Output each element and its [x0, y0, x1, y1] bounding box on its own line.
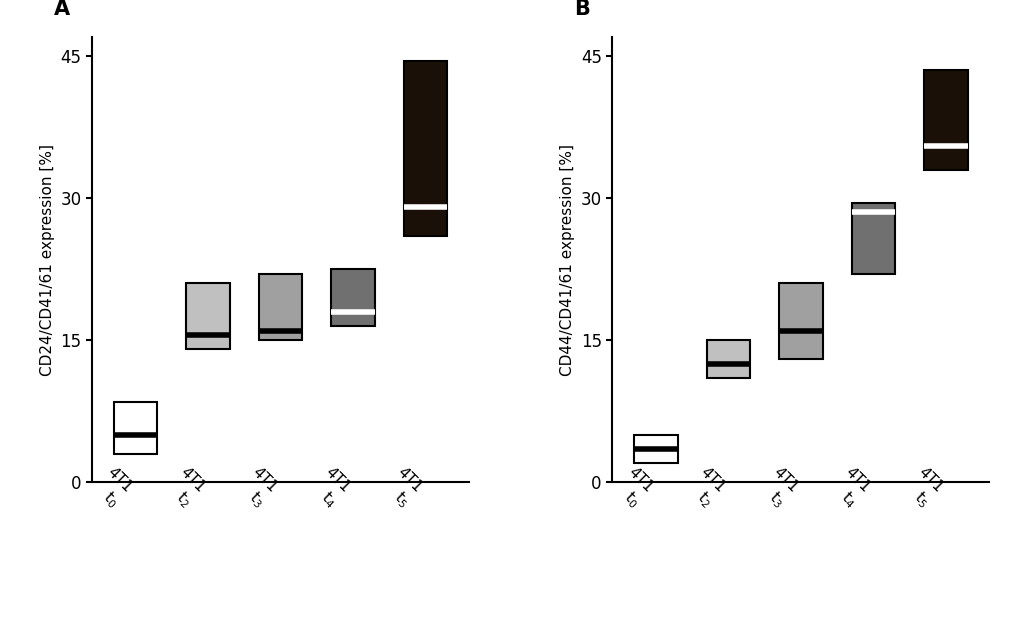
Bar [851, 203, 895, 274]
Bar [331, 269, 374, 326]
Bar [923, 70, 967, 169]
Text: B: B [574, 0, 590, 19]
Y-axis label: CD44/CD41/61 expression [%]: CD44/CD41/61 expression [%] [559, 143, 575, 376]
Bar [404, 61, 446, 236]
Bar [779, 283, 821, 359]
Bar [113, 402, 157, 454]
Text: A: A [54, 0, 70, 19]
Y-axis label: CD24/CD41/61 expression [%]: CD24/CD41/61 expression [%] [40, 143, 55, 376]
Bar [706, 340, 749, 378]
Bar [185, 283, 229, 350]
Bar [634, 434, 677, 463]
Bar [259, 274, 302, 340]
